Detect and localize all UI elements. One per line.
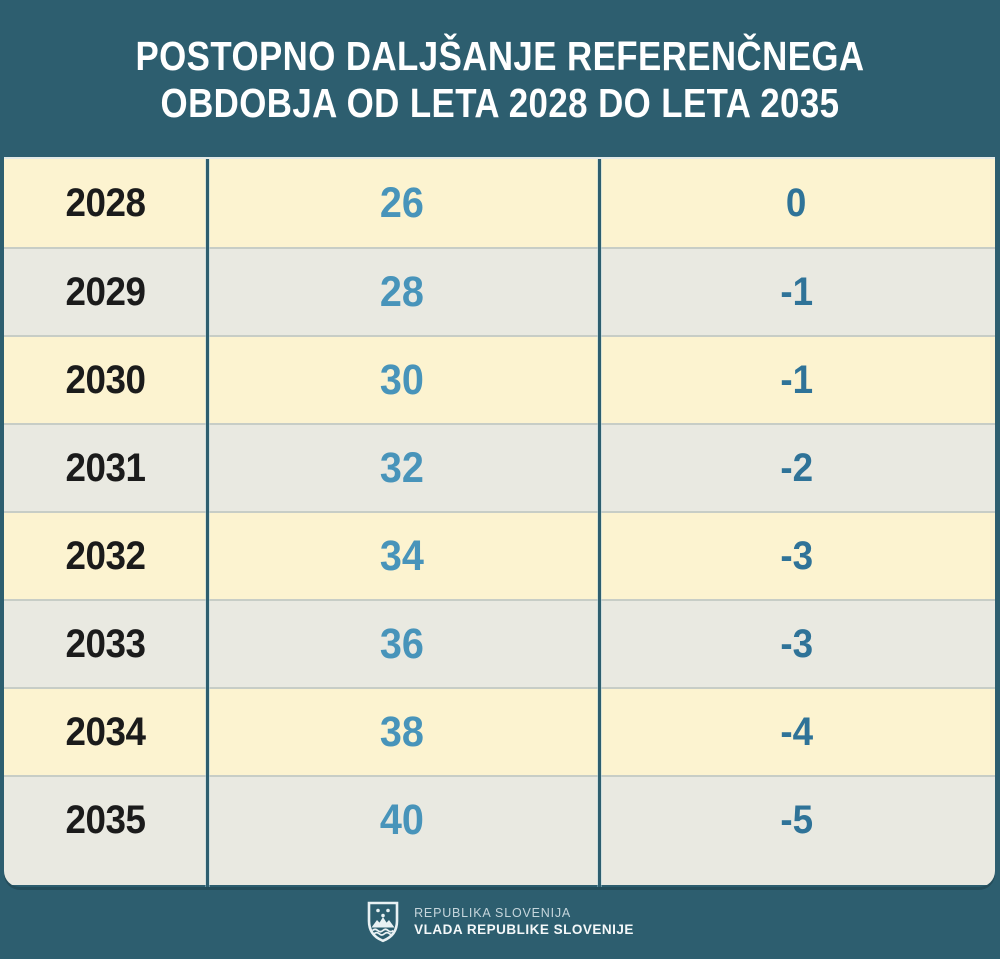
table-row: 2030 30 -1 — [4, 335, 995, 423]
change-cell: -3 — [780, 533, 813, 578]
column-divider — [206, 159, 209, 887]
page-title: POSTOPNO DALJŠANJE REFERENČNEGA OBDOBJA … — [75, 33, 925, 127]
title-line-1: POSTOPNO DALJŠANJE REFERENČNEGA — [135, 33, 865, 79]
period-cell: 38 — [379, 707, 425, 756]
period-cell: 26 — [379, 178, 425, 227]
slovenia-coat-of-arms-icon — [367, 901, 399, 943]
footer: REPUBLIKA SLOVENIJA VLADA REPUBLIKE SLOV… — [0, 885, 1000, 959]
year-cell: 2033 — [64, 621, 146, 666]
year-cell: 2029 — [64, 269, 146, 314]
year-cell: 2035 — [64, 797, 146, 842]
year-cell: 2034 — [64, 709, 146, 754]
year-cell: 2032 — [64, 533, 146, 578]
period-cell: 40 — [379, 795, 425, 844]
title-line-2: OBDOBJA OD LETA 2028 DO LETA 2035 — [160, 80, 840, 126]
data-table: 2028 26 0 2029 28 -1 2030 30 -1 2031 32 … — [4, 157, 995, 887]
change-cell: -2 — [780, 445, 813, 490]
change-cell: 0 — [786, 180, 807, 225]
table-row: 2028 26 0 — [4, 159, 995, 247]
table-row: 2031 32 -2 — [4, 423, 995, 511]
year-cell: 2030 — [64, 357, 146, 402]
change-cell: -1 — [780, 269, 813, 314]
footer-org-text: REPUBLIKA SLOVENIJA VLADA REPUBLIKE SLOV… — [414, 905, 634, 938]
period-cell: 28 — [379, 267, 425, 316]
period-cell: 36 — [379, 619, 425, 668]
change-cell: -5 — [780, 797, 813, 842]
table-row: 2035 40 -5 — [4, 775, 995, 885]
change-cell: -1 — [780, 357, 813, 402]
footer-org-line2: VLADA REPUBLIKE SLOVENIJE — [414, 922, 634, 938]
period-cell: 34 — [379, 531, 425, 580]
table-row: 2034 38 -4 — [4, 687, 995, 775]
table-row: 2032 34 -3 — [4, 511, 995, 599]
period-cell: 32 — [379, 443, 425, 492]
year-cell: 2031 — [64, 445, 146, 490]
change-cell: -3 — [780, 621, 813, 666]
year-cell: 2028 — [64, 180, 146, 225]
column-divider — [598, 159, 601, 887]
table-row: 2029 28 -1 — [4, 247, 995, 335]
table-row: 2033 36 -3 — [4, 599, 995, 687]
period-cell: 30 — [379, 355, 425, 404]
footer-org-line1: REPUBLIKA SLOVENIJA — [414, 906, 572, 921]
change-cell: -4 — [780, 709, 813, 754]
